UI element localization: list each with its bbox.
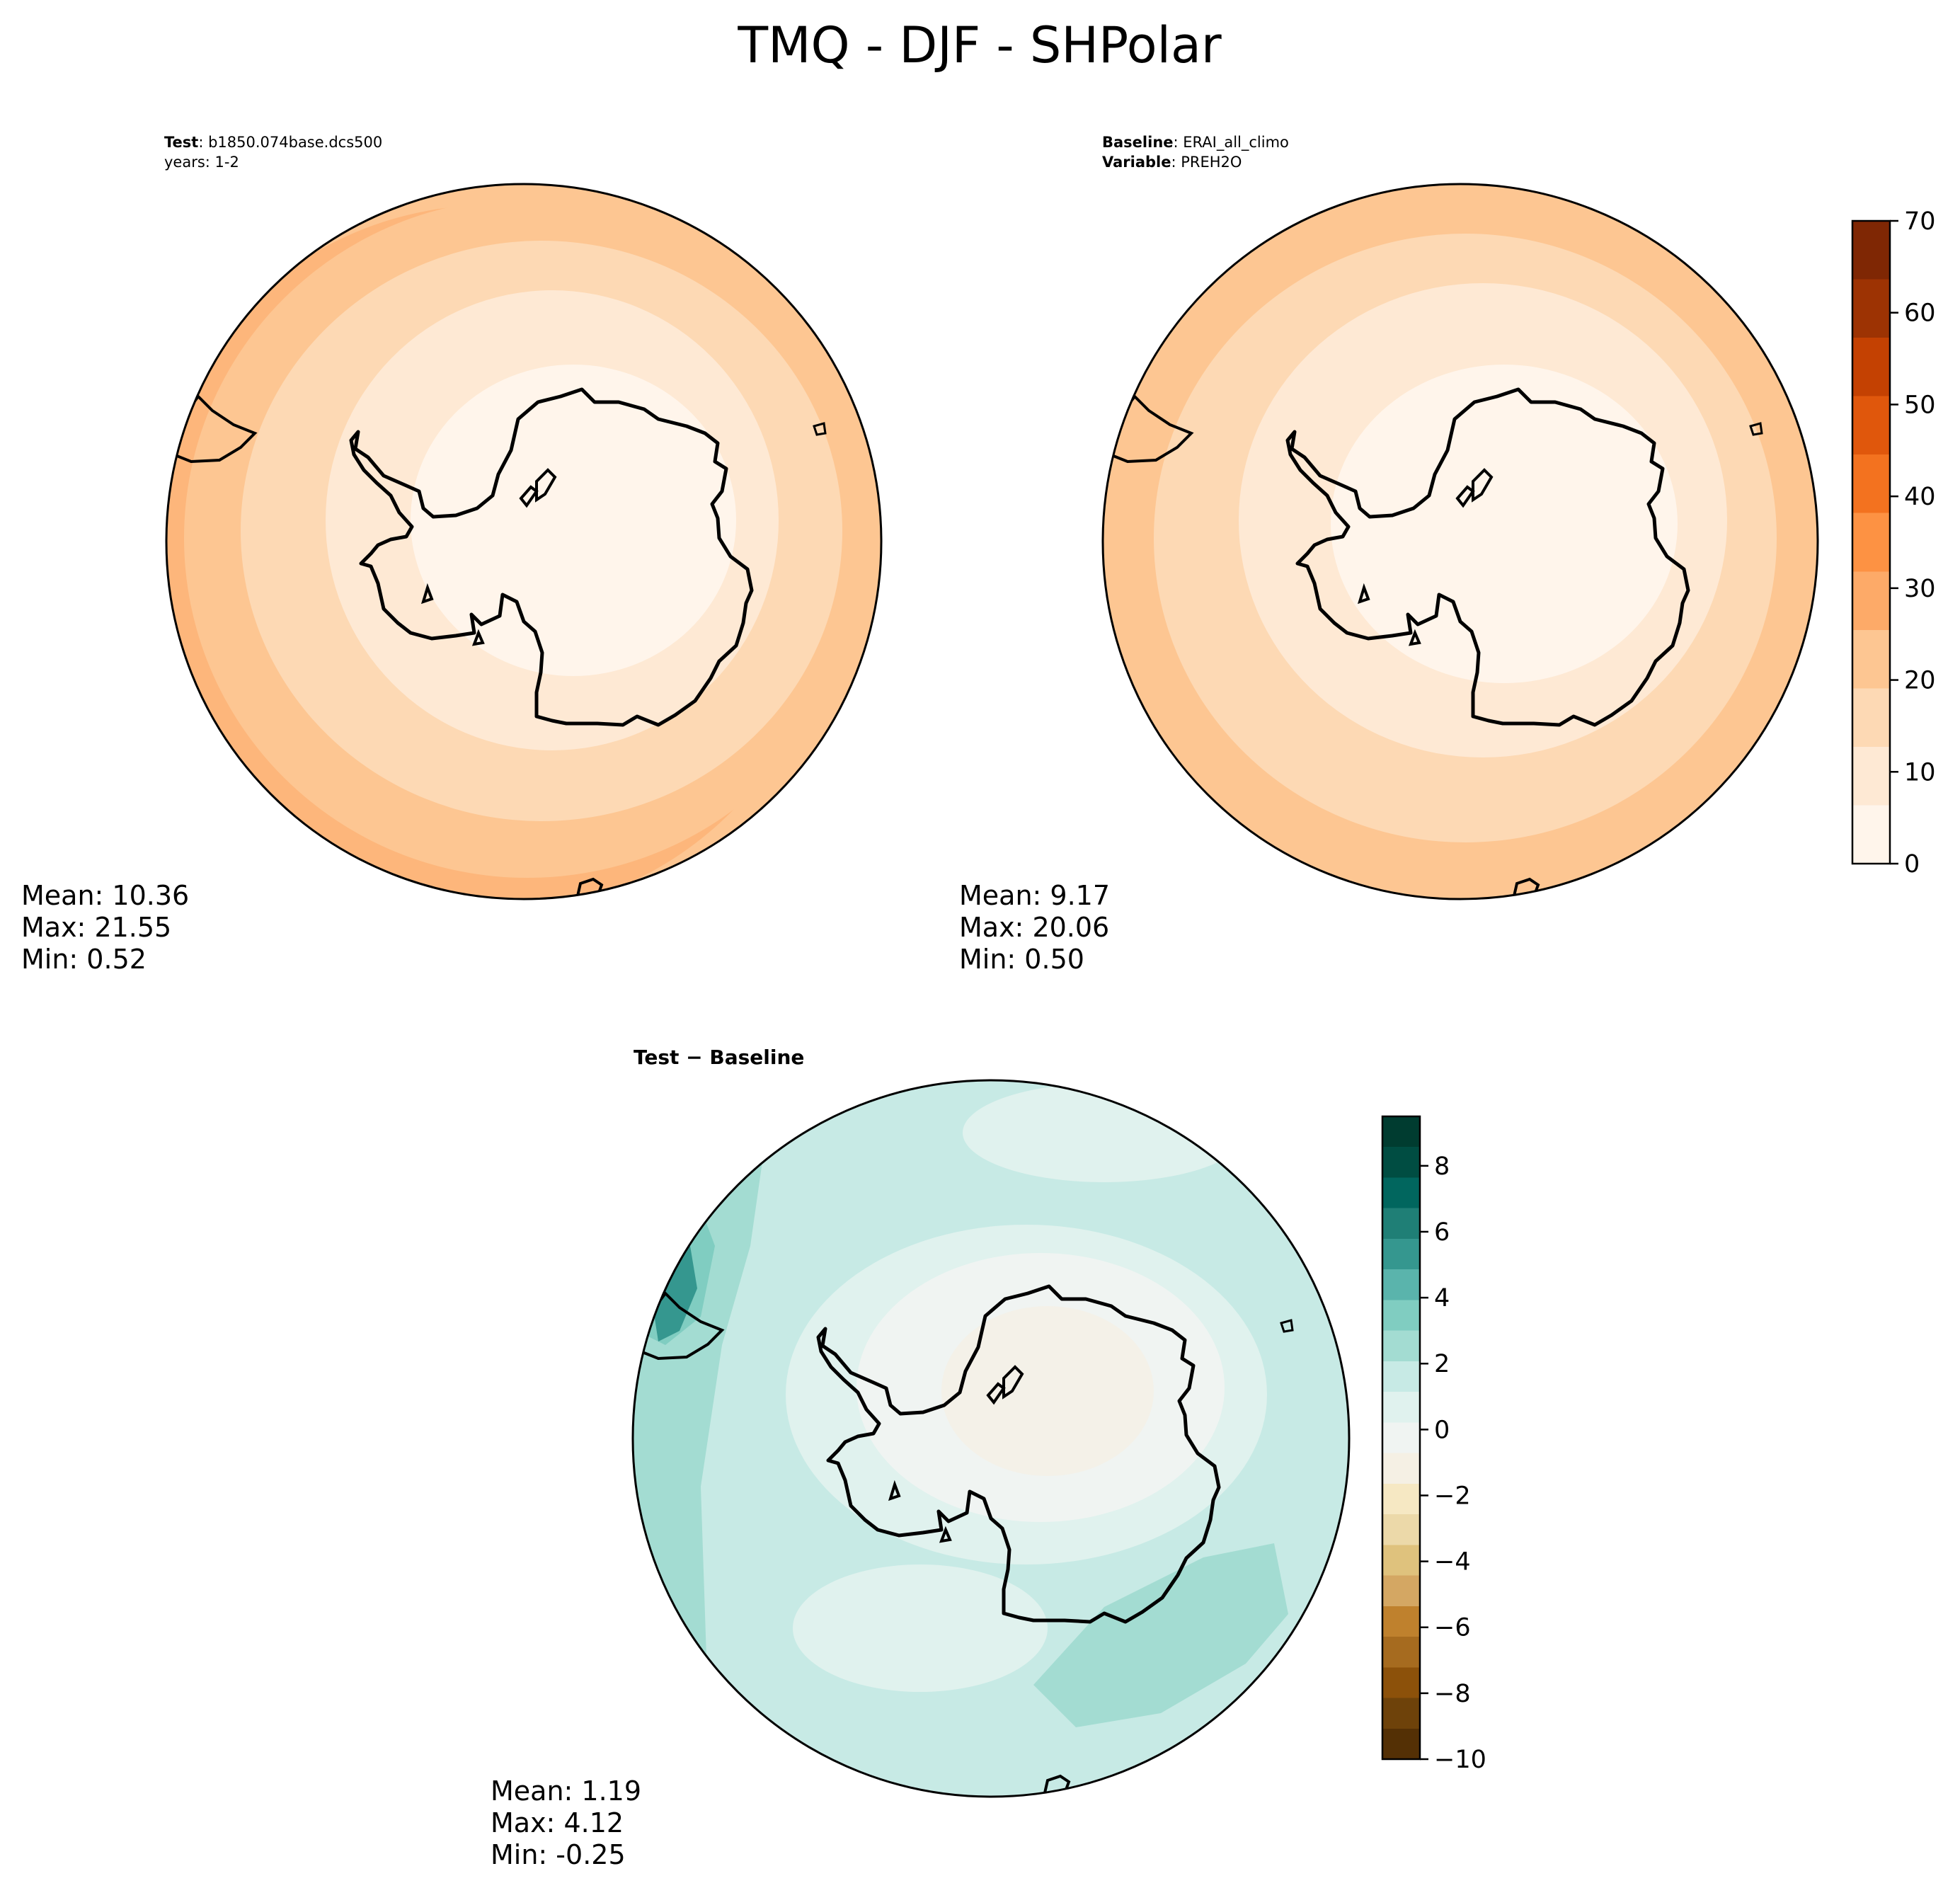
test-label-bold: Test [164,134,198,151]
main-colorbar-tick-label: 50 [1904,391,1936,419]
baseline-stat-max: Max: 20.06 [959,912,1109,943]
diff-title: Test − Baseline [634,1046,804,1069]
main-colorbar: 0 10 20 30 40 50 60 70 [1851,207,1936,879]
diff-field-east-high [1033,1543,1288,1727]
main-colorbar-ticks: 0 10 20 30 40 50 60 70 [1890,207,1936,879]
baseline-variable: Variable: PREH2O [1102,154,1242,171]
main-colorbar-tick-label: 70 [1904,207,1936,236]
test-map-frame [165,183,883,900]
test-panel: Test: b1850.074base.dcs500 years: 1-2 Me… [21,134,883,975]
baseline-south-america-coastline [1104,394,1194,464]
baseline-label-source: : ERAI_all_climo [1174,134,1289,151]
diff-stat-min: Min: -0.25 [491,1839,626,1870]
test-years: years: 1-2 [164,154,239,171]
test-stat-min: Min: 0.52 [21,944,147,975]
main-colorbar-tick-label: 30 [1904,575,1936,603]
baseline-label: Baseline: ERAI_all_climo [1102,134,1289,151]
test-label: Test: b1850.074base.dcs500 [164,134,382,151]
test-south-america-coastline [168,394,258,464]
baseline-variable-bold: Variable [1102,154,1171,171]
diff-map [633,1080,1349,1797]
diff-colorbar-tick-label: −4 [1434,1548,1471,1577]
baseline-map-frame [1101,183,1819,900]
baseline-label-bold: Baseline [1102,134,1174,151]
diff-new-zealand-coastline [1042,1774,1071,1797]
baseline-map [1103,184,1818,899]
baseline-field-band-5 [1331,365,1678,683]
main-colorbar-tick-label: 40 [1904,483,1936,511]
test-island-coastline [813,422,827,436]
diff-field-west-max [651,1246,697,1341]
diff-field-band-neg [941,1306,1154,1476]
diff-map-frame [631,1079,1351,1798]
diff-colorbar-tick-label: −10 [1434,1746,1486,1774]
diff-colorbar-ticks: 8 6 4 2 0 −2 −4 −6 −8 −10 [1420,1152,1486,1774]
test-map [166,184,881,899]
main-colorbar-tick-label: 10 [1904,758,1936,786]
baseline-panel: Baseline: ERAI_all_climo Variable: PREH2… [959,134,1819,975]
test-field-band-5 [411,365,736,676]
diff-stat-mean: Mean: 1.19 [491,1775,641,1807]
main-colorbar-tick-label: 60 [1904,299,1936,328]
main-colorbar-tick-label: 20 [1904,667,1936,695]
diff-colorbar-tick-label: −6 [1434,1614,1471,1642]
baseline-new-zealand-coastline [1511,877,1540,899]
test-stat-mean: Mean: 10.36 [21,880,189,911]
test-label-case: : b1850.074base.dcs500 [198,134,382,151]
diff-colorbar-tick-label: 6 [1434,1218,1450,1247]
main-colorbar-tick-label: 0 [1904,850,1920,879]
test-new-zealand-coastline [575,877,604,899]
diff-colorbar-tick-label: −8 [1434,1680,1471,1708]
diff-colorbar-tick-label: −2 [1434,1482,1471,1510]
diff-stat-max: Max: 4.12 [491,1807,624,1838]
baseline-stat-mean: Mean: 9.17 [959,880,1110,911]
diff-colorbar-tick-label: 0 [1434,1416,1450,1444]
baseline-stat-min: Min: 0.50 [959,944,1084,975]
main-colorbar-bar [1851,219,1891,865]
diff-panel: Test − Baseline Mean: 1.19 Max: 4.12 Min… [491,1046,1351,1870]
diff-colorbar-tick-label: 2 [1434,1350,1450,1378]
figure-title: TMQ - DJF - SHPolar [737,16,1222,74]
diff-field-south-low [793,1564,1048,1692]
baseline-island-coastline [1749,422,1763,436]
diff-colorbar-bar [1381,1115,1421,1761]
diff-island-coastline [1280,1319,1294,1333]
diff-colorbar-tick-label: 8 [1434,1152,1450,1181]
diff-colorbar-tick-label: 4 [1434,1284,1450,1312]
diff-colorbar: 8 6 4 2 0 −2 −4 −6 −8 −10 [1381,1115,1486,1774]
diff-south-america-coastline [635,1291,725,1361]
test-stat-max: Max: 21.55 [21,912,171,943]
baseline-variable-name: : PREH2O [1171,154,1242,171]
